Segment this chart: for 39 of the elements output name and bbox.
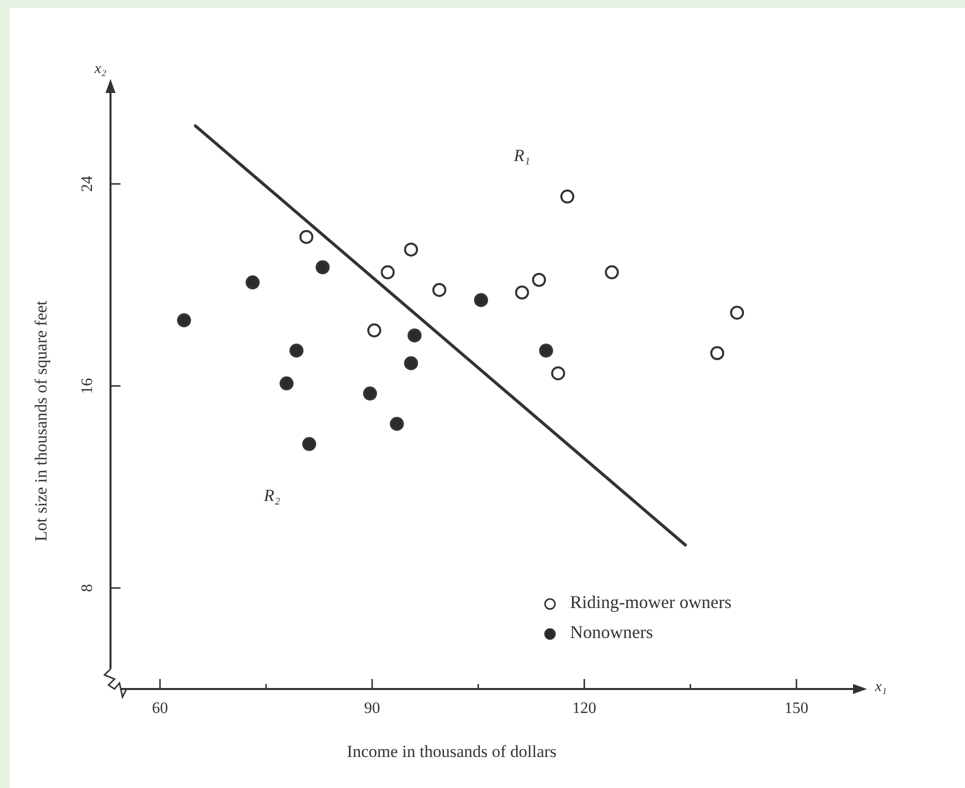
x-tick-label: 90 <box>364 700 380 717</box>
point <box>299 230 314 244</box>
point <box>289 344 304 358</box>
x-tick-label: 150 <box>784 700 808 717</box>
annotation: R₁ <box>512 146 530 165</box>
point <box>246 275 260 290</box>
y-tick-label: 16 <box>79 378 96 394</box>
point <box>474 293 488 308</box>
point <box>730 306 744 320</box>
point <box>390 416 404 431</box>
point <box>316 260 330 274</box>
legend-label: Riding-mower owners <box>570 592 732 612</box>
text: x₂ <box>94 61 106 77</box>
legend-label: Nonowners <box>570 622 653 642</box>
point <box>551 366 566 380</box>
point <box>404 242 418 257</box>
y-tick-label: 8 <box>79 584 96 592</box>
point <box>280 376 294 390</box>
annotation: R₂ <box>262 486 280 505</box>
x-axis-title: Income in thousands of dollars <box>346 742 557 761</box>
point <box>710 346 724 360</box>
y-axis-title: Lot size in thousands of square feet <box>32 300 50 542</box>
point <box>515 286 530 300</box>
point <box>604 265 619 280</box>
point <box>432 282 446 297</box>
point <box>408 328 422 342</box>
point <box>532 272 546 287</box>
point <box>363 386 378 401</box>
point <box>560 190 574 204</box>
x-tick-label: 60 <box>152 700 168 717</box>
y-tick-label: 24 <box>79 176 96 192</box>
point <box>404 356 418 370</box>
x-tick-label: 120 <box>572 700 596 717</box>
point <box>539 344 554 358</box>
point <box>380 265 395 280</box>
point <box>302 437 316 452</box>
text: x₁ <box>874 679 887 695</box>
point <box>177 313 192 328</box>
point <box>367 323 382 338</box>
